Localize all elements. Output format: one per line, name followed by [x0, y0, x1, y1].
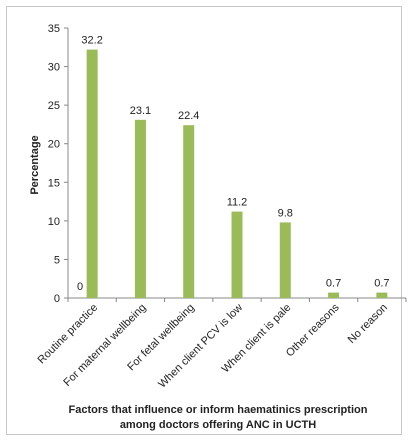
category-label: For maternal wellbeing — [61, 302, 148, 389]
zero-label: 0 — [77, 281, 83, 293]
y-tick-label: 35 — [48, 23, 60, 35]
chart-frame — [6, 6, 402, 435]
y-tick-label: 25 — [48, 100, 60, 112]
y-axis-title: Percentage — [29, 135, 41, 194]
bar — [376, 292, 388, 298]
data-label: 9.8 — [278, 207, 293, 219]
bar — [231, 211, 243, 298]
y-tick-label: 20 — [48, 139, 60, 151]
bar — [328, 292, 340, 298]
data-labels: 32.2 23.1 22.4 11.2 9.8 0.7 0.7 0 — [77, 35, 390, 293]
category-label: When client PCV is low — [156, 302, 245, 391]
x-axis-title-line1: Factors that influence or inform haemati… — [69, 404, 368, 416]
data-label: 0.7 — [326, 278, 341, 290]
bars — [86, 49, 388, 298]
y-tick-label: 30 — [48, 62, 60, 74]
data-label: 11.2 — [227, 197, 248, 209]
y-tick-label: 15 — [48, 177, 60, 189]
data-label: 0.7 — [374, 278, 389, 290]
bar — [134, 119, 146, 298]
y-ticks: 0 5 10 15 20 25 30 35 — [48, 23, 68, 305]
data-label: 23.1 — [130, 105, 151, 117]
bar — [86, 49, 98, 298]
y-tick-label: 5 — [54, 254, 60, 266]
category-label: No reason — [346, 302, 390, 346]
data-label: 22.4 — [178, 110, 199, 122]
y-tick-label: 10 — [48, 216, 60, 228]
bar — [183, 125, 195, 298]
bar — [279, 222, 291, 298]
data-label: 32.2 — [81, 35, 102, 47]
y-tick-label: 0 — [54, 293, 60, 305]
x-axis-title-line2: among doctors offering ANC in UCTH — [120, 419, 316, 431]
